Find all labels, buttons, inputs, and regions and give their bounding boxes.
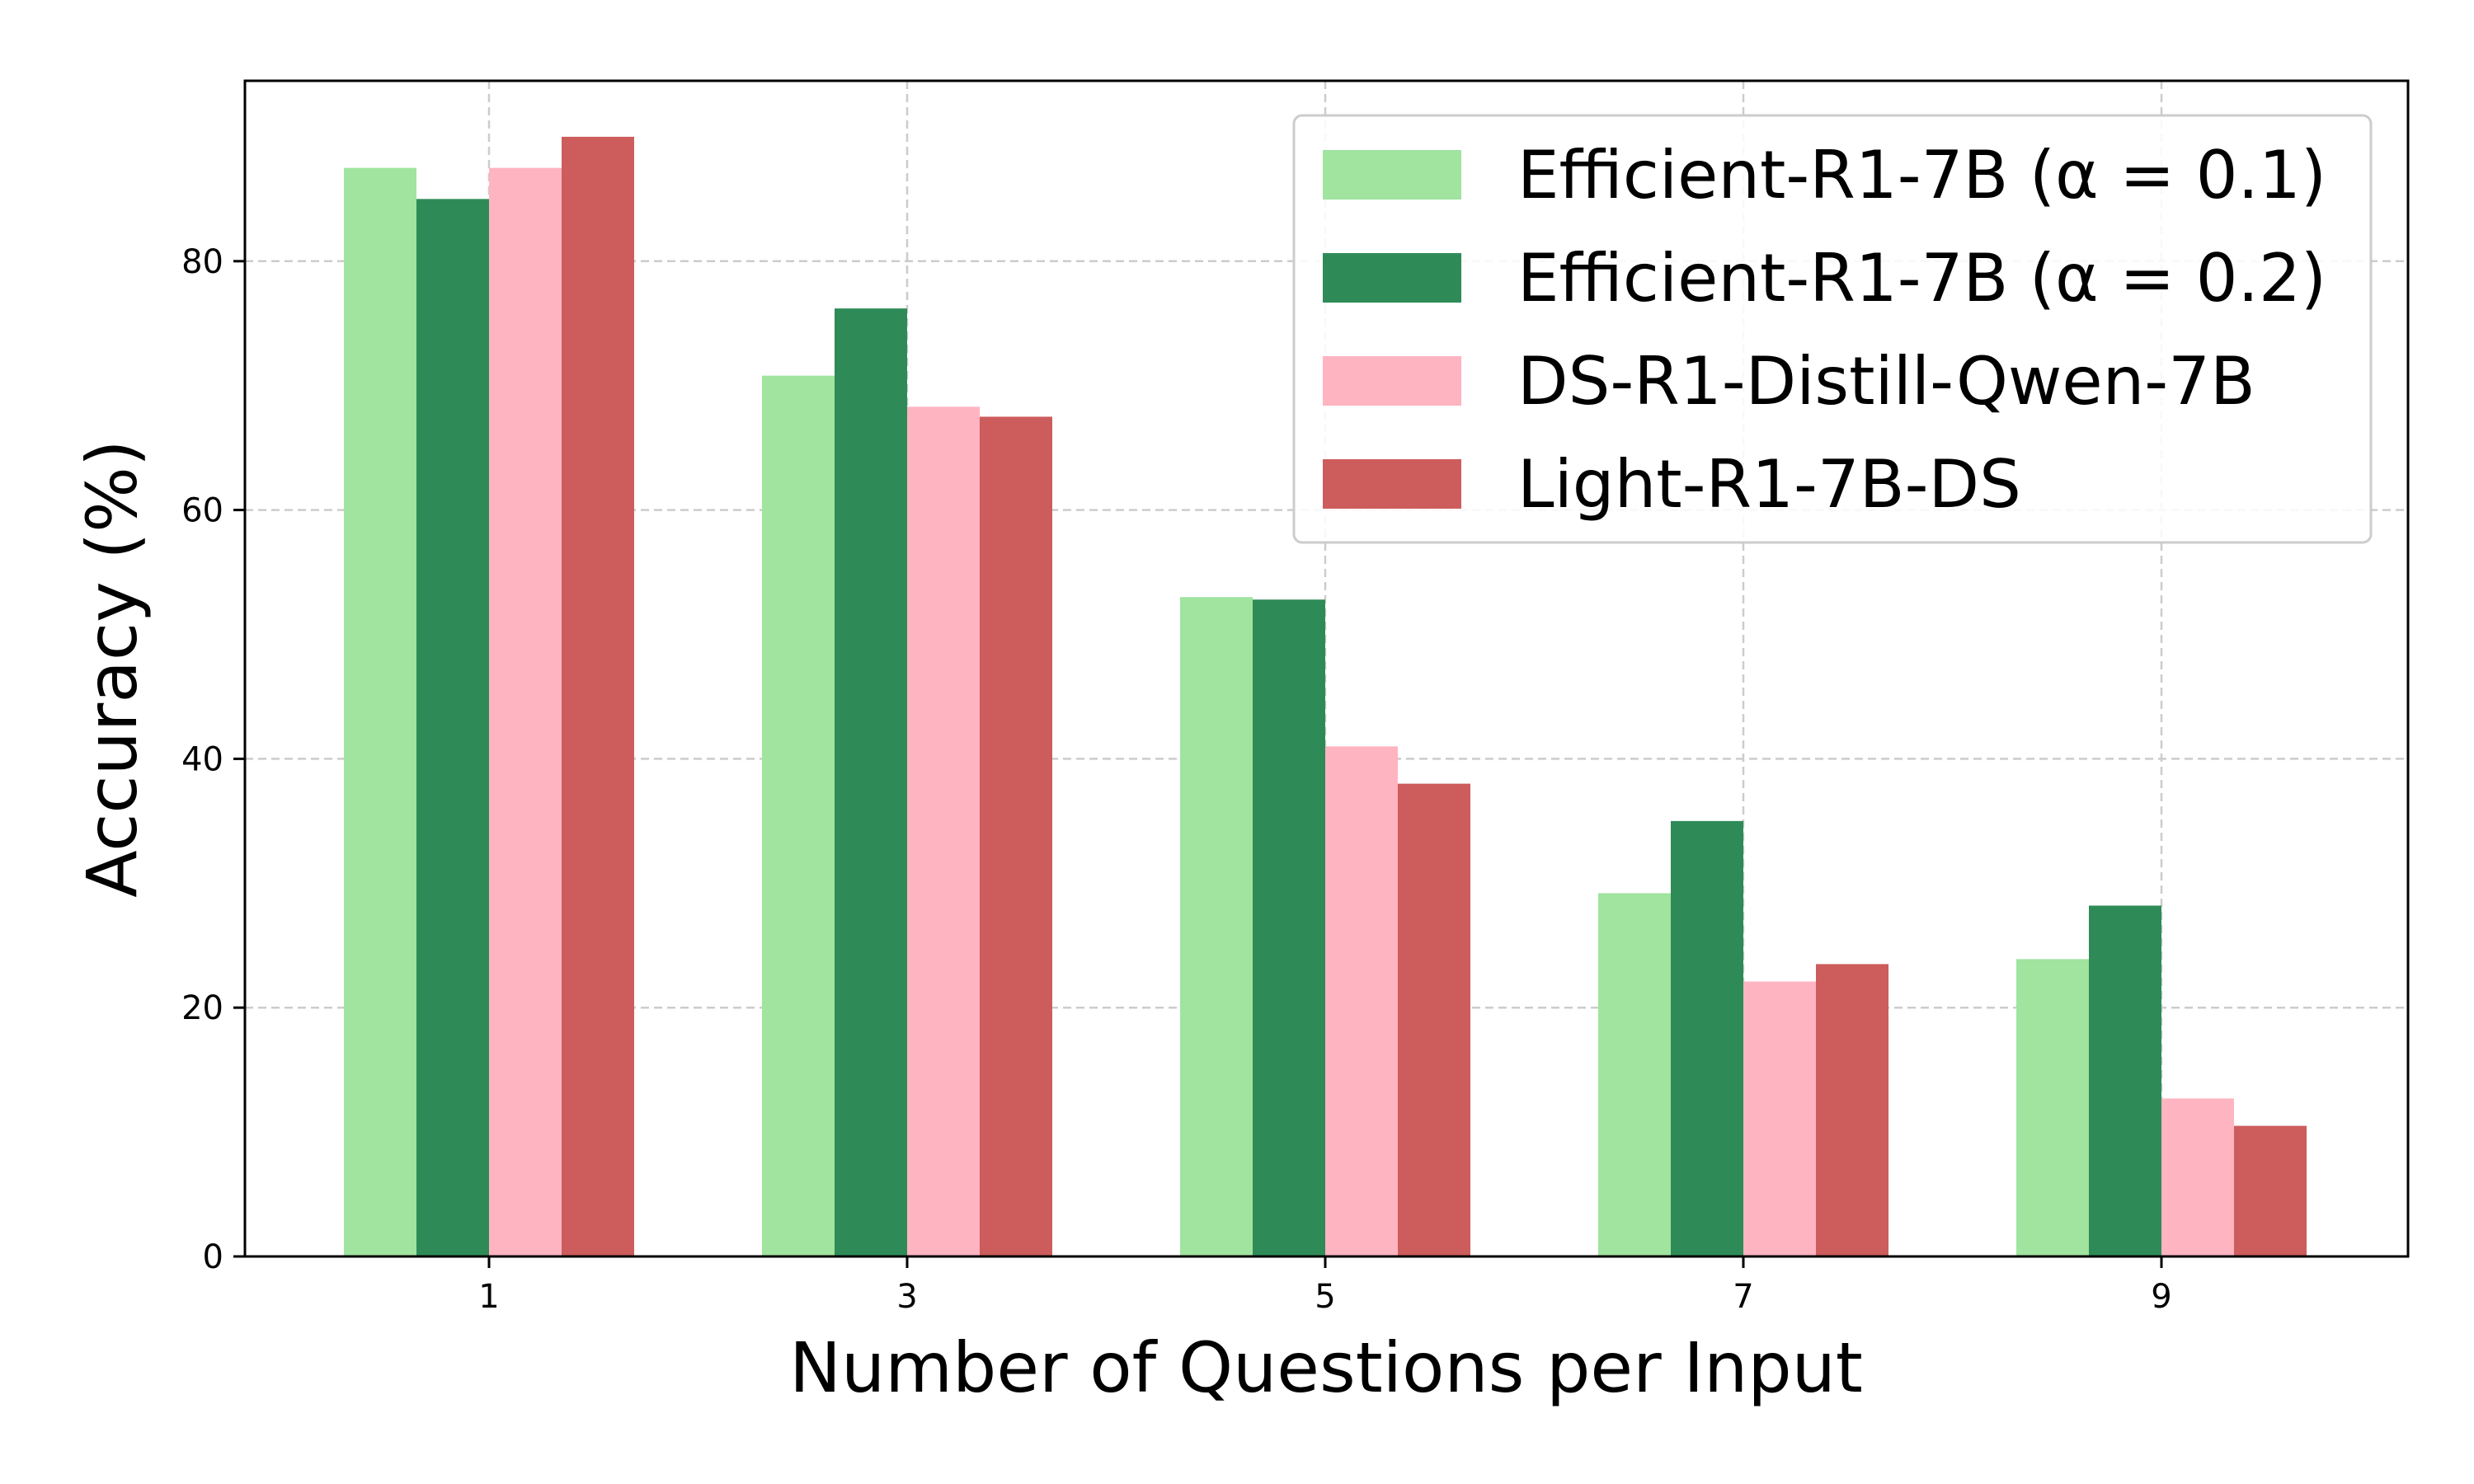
- legend-label-3: DS-R1-Distill-Qwen-7B: [1517, 343, 2255, 420]
- bar-series-3-x-1: [489, 167, 562, 1256]
- x-axis-title: Number of Questions per Input: [789, 1327, 1863, 1408]
- bar-series-1-x-9: [2016, 959, 2089, 1256]
- legend-box: [1292, 114, 2373, 544]
- x-tick-label: 5: [1315, 1278, 1335, 1316]
- bar-series-1-x-1: [344, 167, 416, 1256]
- y-tick-label: 60: [181, 492, 223, 530]
- bar-series-2-x-3: [835, 308, 907, 1257]
- x-tick-label: 7: [1733, 1278, 1753, 1316]
- axis-ticks: 0 20 40 60 80 1 3 5 7 9: [181, 243, 2172, 1316]
- bar-series-4-x-7: [1816, 964, 1888, 1256]
- bar-series-3-x-5: [1325, 746, 1398, 1256]
- bar-series-1-x-7: [1598, 893, 1671, 1256]
- y-tick-label: 0: [203, 1238, 223, 1276]
- bar-series-4-x-5: [1398, 783, 1470, 1256]
- y-axis-title: Accuracy (%): [72, 439, 153, 898]
- y-tick-label: 80: [181, 243, 223, 281]
- legend-swatch-1: [1323, 150, 1461, 200]
- bar-series-2-x-1: [416, 199, 489, 1256]
- legend-label-4: Light-R1-7B-DS: [1517, 446, 2021, 523]
- x-tick-label: 1: [478, 1278, 499, 1316]
- legend-label-1: Efficient-R1-7B (α = 0.1): [1517, 137, 2326, 214]
- bar-series-3-x-7: [1743, 981, 1816, 1256]
- legend-swatch-4: [1323, 459, 1461, 509]
- bar-series-2-x-9: [2089, 905, 2161, 1256]
- y-tick-label: 40: [181, 740, 223, 778]
- bar-series-3-x-9: [2161, 1098, 2234, 1256]
- bar-series-4-x-3: [980, 416, 1052, 1256]
- x-tick-label: 9: [2151, 1278, 2171, 1316]
- bar-series-2-x-5: [1253, 599, 1325, 1256]
- legend: Efficient-R1-7B (α = 0.1) Efficient-R1-7B…: [1292, 114, 2373, 544]
- legend-swatch-2: [1323, 253, 1461, 303]
- bar-series-3-x-3: [907, 406, 980, 1256]
- bar-series-1-x-5: [1180, 597, 1253, 1256]
- x-tick-label: 3: [896, 1278, 917, 1316]
- bar-series-4-x-1: [562, 136, 634, 1256]
- y-tick-label: 20: [181, 989, 223, 1027]
- bar-series-1-x-3: [762, 375, 835, 1257]
- bar-series-4-x-9: [2234, 1125, 2307, 1256]
- bar-series-2-x-7: [1671, 820, 1743, 1256]
- legend-label-2: Efficient-R1-7B (α = 0.2): [1517, 240, 2326, 317]
- legend-swatch-3: [1323, 356, 1461, 406]
- bars: [344, 136, 2307, 1257]
